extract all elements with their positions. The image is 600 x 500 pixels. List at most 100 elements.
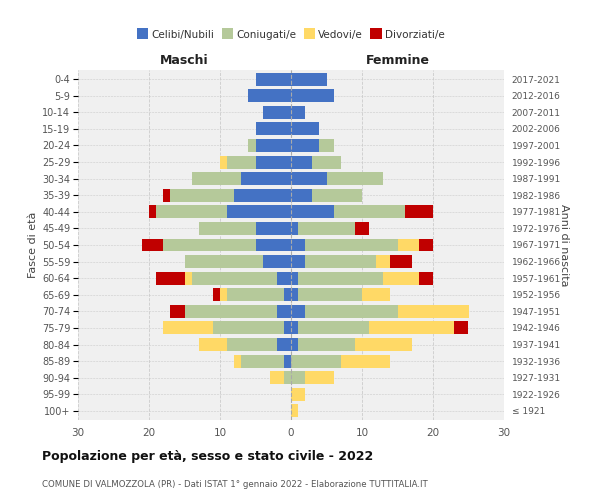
Bar bbox=[298, 288, 362, 301]
Bar bbox=[291, 106, 305, 119]
Bar bbox=[291, 255, 305, 268]
Text: Popolazione per età, sesso e stato civile - 2022: Popolazione per età, sesso e stato civil… bbox=[42, 450, 373, 463]
Bar bbox=[227, 288, 284, 301]
Bar bbox=[398, 305, 469, 318]
Bar bbox=[319, 139, 334, 152]
Bar bbox=[355, 222, 369, 235]
Bar bbox=[163, 189, 170, 202]
Bar bbox=[220, 288, 227, 301]
Bar bbox=[291, 72, 326, 86]
Bar bbox=[291, 305, 305, 318]
Bar bbox=[277, 305, 291, 318]
Bar bbox=[142, 238, 163, 252]
Bar bbox=[284, 371, 291, 384]
Bar bbox=[313, 156, 341, 168]
Bar bbox=[220, 156, 227, 168]
Bar bbox=[383, 272, 419, 284]
Bar bbox=[291, 122, 319, 136]
Bar bbox=[185, 305, 277, 318]
Bar bbox=[170, 305, 185, 318]
Bar bbox=[227, 156, 256, 168]
Bar bbox=[291, 139, 319, 152]
Bar bbox=[163, 322, 213, 334]
Bar bbox=[398, 238, 419, 252]
Bar bbox=[234, 354, 241, 368]
Bar bbox=[298, 322, 369, 334]
Bar bbox=[256, 72, 291, 86]
Bar bbox=[326, 172, 383, 185]
Bar bbox=[213, 288, 220, 301]
Bar bbox=[234, 189, 291, 202]
Bar bbox=[270, 371, 284, 384]
Bar bbox=[170, 189, 234, 202]
Bar bbox=[156, 272, 185, 284]
Bar bbox=[391, 255, 412, 268]
Bar bbox=[362, 288, 391, 301]
Bar bbox=[291, 272, 298, 284]
Y-axis label: Fasce di età: Fasce di età bbox=[28, 212, 38, 278]
Bar bbox=[291, 238, 305, 252]
Bar bbox=[291, 388, 305, 401]
Bar bbox=[256, 222, 291, 235]
Bar bbox=[199, 222, 256, 235]
Bar bbox=[241, 172, 291, 185]
Bar bbox=[291, 206, 334, 218]
Bar bbox=[305, 255, 376, 268]
Bar bbox=[277, 338, 291, 351]
Bar bbox=[263, 255, 291, 268]
Bar bbox=[369, 322, 454, 334]
Bar bbox=[334, 206, 404, 218]
Bar bbox=[256, 156, 291, 168]
Bar bbox=[199, 338, 227, 351]
Bar bbox=[291, 89, 334, 102]
Text: Maschi: Maschi bbox=[160, 54, 209, 66]
Text: Femmine: Femmine bbox=[365, 54, 430, 66]
Bar bbox=[227, 206, 291, 218]
Bar bbox=[291, 354, 341, 368]
Bar bbox=[191, 172, 241, 185]
Bar bbox=[156, 206, 227, 218]
Bar bbox=[227, 338, 277, 351]
Bar bbox=[191, 272, 277, 284]
Bar bbox=[185, 255, 263, 268]
Bar bbox=[284, 354, 291, 368]
Bar bbox=[404, 206, 433, 218]
Bar bbox=[256, 139, 291, 152]
Bar bbox=[454, 322, 469, 334]
Bar bbox=[284, 288, 291, 301]
Bar bbox=[291, 338, 298, 351]
Bar bbox=[291, 322, 298, 334]
Bar bbox=[277, 272, 291, 284]
Bar bbox=[298, 338, 355, 351]
Bar bbox=[298, 222, 355, 235]
Bar bbox=[241, 354, 284, 368]
Bar bbox=[291, 371, 305, 384]
Bar bbox=[256, 238, 291, 252]
Bar bbox=[263, 106, 291, 119]
Bar bbox=[248, 139, 256, 152]
Legend: Celibi/Nubili, Coniugati/e, Vedovi/e, Divorziati/e: Celibi/Nubili, Coniugati/e, Vedovi/e, Di… bbox=[133, 26, 449, 44]
Bar bbox=[341, 354, 391, 368]
Bar bbox=[376, 255, 391, 268]
Y-axis label: Anni di nascita: Anni di nascita bbox=[559, 204, 569, 286]
Bar bbox=[149, 206, 156, 218]
Bar bbox=[419, 238, 433, 252]
Bar bbox=[305, 238, 398, 252]
Bar bbox=[213, 322, 284, 334]
Bar bbox=[291, 222, 298, 235]
Bar bbox=[185, 272, 191, 284]
Bar bbox=[291, 288, 298, 301]
Text: COMUNE DI VALMOZZOLA (PR) - Dati ISTAT 1° gennaio 2022 - Elaborazione TUTTITALIA: COMUNE DI VALMOZZOLA (PR) - Dati ISTAT 1… bbox=[42, 480, 428, 489]
Bar bbox=[163, 238, 256, 252]
Bar bbox=[305, 371, 334, 384]
Bar bbox=[256, 122, 291, 136]
Bar bbox=[291, 404, 298, 417]
Bar bbox=[248, 89, 291, 102]
Bar bbox=[419, 272, 433, 284]
Bar bbox=[298, 272, 383, 284]
Bar bbox=[291, 172, 326, 185]
Bar bbox=[291, 156, 313, 168]
Bar bbox=[355, 338, 412, 351]
Bar bbox=[291, 189, 313, 202]
Bar bbox=[284, 322, 291, 334]
